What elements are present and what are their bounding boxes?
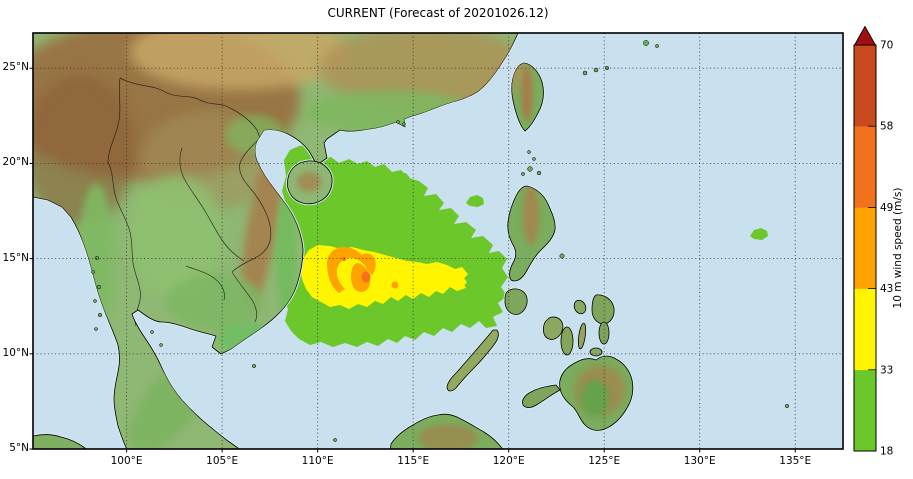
x-tick-label: 125°E (588, 455, 621, 467)
small-island (94, 327, 98, 331)
small-island (93, 299, 97, 303)
colorbar-tick-label: 18 (880, 446, 893, 458)
chart-title: CURRENT (Forecast of 20201026.12) (327, 6, 549, 20)
graticule (33, 33, 843, 449)
plot-frame (32, 32, 844, 450)
y-tick-label: 5°N (9, 442, 29, 454)
island-negros (560, 326, 574, 356)
y-tick-label: 20°N (2, 156, 29, 169)
wind-contour-49-58 (361, 271, 371, 283)
wind-contour-33-43 (301, 245, 468, 309)
small-island (396, 120, 400, 124)
x-tick-label: 105°E (206, 455, 239, 467)
small-island (527, 166, 533, 172)
terrain-shading (33, 33, 625, 449)
small-island (333, 438, 337, 442)
small-island (784, 403, 790, 409)
wind-patch-43-49-dot (391, 281, 399, 289)
colorbar-label: 10 m wind speed (m/s) (892, 188, 904, 309)
colorbar-tick-label: 33 (880, 364, 893, 376)
small-island (159, 343, 163, 347)
y-tick-label: 10°N (2, 346, 29, 359)
small-island (527, 150, 531, 154)
x-tick-label: 100°E (110, 455, 143, 467)
small-island (582, 70, 588, 76)
small-island (643, 40, 649, 46)
small-island (96, 284, 102, 290)
colorbar-segment (854, 126, 876, 208)
colorbar-outline (853, 44, 877, 452)
wind-patch-18-33-ne (466, 195, 484, 207)
small-island (559, 253, 565, 259)
x-tick-label: 135°E (779, 455, 812, 467)
colorbar-tick-label: 43 (880, 283, 893, 295)
small-island (252, 364, 256, 368)
wind-contour-43-49-main (327, 247, 376, 293)
small-islands (91, 40, 790, 442)
wind-patch-18-33-speck (396, 173, 410, 183)
colorbar-segment (854, 207, 876, 289)
small-island (532, 157, 536, 161)
y-tick-label: 15°N (2, 251, 29, 264)
country-borders (107, 77, 272, 327)
colorbar-tick-label: 49 (880, 202, 893, 214)
colorbar-segment (854, 45, 876, 127)
x-tick-label: 115°E (397, 455, 430, 467)
colorbar-segment (854, 369, 876, 452)
island-masbate (573, 299, 587, 315)
island-bohol (589, 347, 603, 357)
small-island (521, 172, 525, 176)
small-island (91, 270, 95, 274)
colorbar-tick-label: 70 (880, 40, 893, 52)
small-island (402, 122, 406, 126)
colorbar-over-arrow (853, 25, 877, 47)
small-island (655, 44, 659, 48)
x-tick-label: 120°E (492, 455, 525, 467)
small-island (97, 312, 103, 318)
wind-field-overlay (282, 145, 768, 347)
wind-contour-43-49-lobe (351, 263, 371, 292)
x-tick-label: 110°E (301, 455, 334, 467)
small-island (536, 170, 542, 176)
wind-patch-33-43 (452, 277, 467, 288)
colorbar-tick-label: 58 (880, 121, 893, 133)
small-island (95, 256, 99, 260)
colorbar: 10 m wind speed (m/s) 18 33 43 49 58 70 (853, 25, 904, 458)
y-tick-label: 25°N (2, 61, 29, 74)
wind-patch-18-33-east (750, 228, 768, 240)
colorbar-segment (854, 288, 876, 371)
x-tick-label: 130°E (683, 455, 716, 467)
island-cebu (577, 322, 587, 350)
plot-area (33, 33, 843, 449)
small-island (150, 330, 154, 334)
